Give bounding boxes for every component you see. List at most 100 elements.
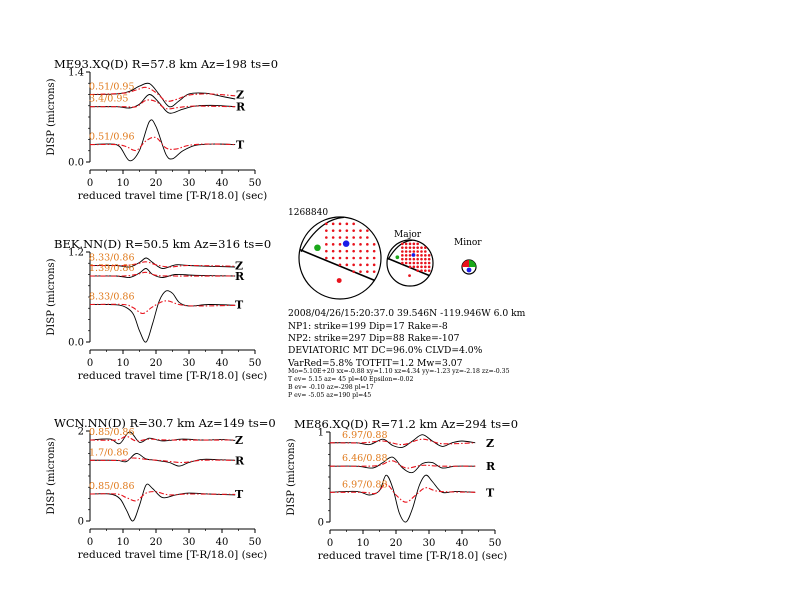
polarity-dot xyxy=(412,265,416,269)
y-tick-label: 1 xyxy=(318,428,324,439)
polarity-dot xyxy=(372,243,376,246)
polarity-dot xyxy=(420,265,423,269)
trace-t: 6.97/0.88 T xyxy=(329,474,495,523)
polarity-dot xyxy=(408,265,412,269)
polarity-dot xyxy=(416,265,419,269)
origin-line: 2008/04/26/15:20:37.0 39.546N -119.946W … xyxy=(288,308,526,319)
polarity-dot xyxy=(331,222,335,226)
t-axis-dot xyxy=(342,240,350,247)
trace-t: 0.85/0.86 T xyxy=(89,481,244,522)
polarity-dot xyxy=(420,254,423,257)
beachballs xyxy=(298,216,477,300)
observed-waveform xyxy=(89,119,236,162)
polarity-dot xyxy=(359,263,362,267)
x-tick-label: 50 xyxy=(489,538,502,549)
component-label: R xyxy=(236,101,246,114)
polarity-dot xyxy=(416,254,419,257)
fit-label: 0.85/0.86 xyxy=(89,481,135,492)
x-axis-label: reduced travel time [T-R/18.0] (sec) xyxy=(318,550,508,562)
t-axis-dot xyxy=(411,253,416,257)
polarity-dot xyxy=(416,250,419,253)
beachball-major xyxy=(386,239,434,287)
nodal-plane-2 xyxy=(387,239,413,260)
x-tick-label: 40 xyxy=(216,178,229,189)
nodal-plane-2 xyxy=(300,216,345,253)
polarity-dot xyxy=(345,222,349,226)
polarity-dot xyxy=(359,256,362,260)
b-axis-dot xyxy=(314,244,321,252)
polarity-dot xyxy=(331,229,335,232)
x-tick-label: 10 xyxy=(357,538,370,549)
y-axis-label: DISP (microns) xyxy=(286,438,297,515)
polarity-dot xyxy=(372,263,376,267)
polarity-dot xyxy=(408,242,412,246)
np1-line: NP1: strike=199 Dip=17 Rake=-8 xyxy=(288,321,448,332)
x-tick-label: 40 xyxy=(216,358,229,369)
fit-label: 8.33/0.86 xyxy=(89,292,135,303)
polarity-dot xyxy=(412,246,416,249)
polarity-dot xyxy=(338,229,342,232)
polarity-dot xyxy=(408,254,412,257)
x-tick-label: 50 xyxy=(249,537,262,548)
polarity-dot xyxy=(427,261,431,265)
polarity-dot xyxy=(366,263,369,267)
polarity-dot xyxy=(352,243,355,246)
polarity-dot xyxy=(424,250,427,253)
beachball-full xyxy=(298,216,382,300)
synthetic-waveform xyxy=(89,136,236,152)
component-label: Z xyxy=(236,89,244,102)
deviatoric-line: DEVIATORIC MT DC=96.0% CLVD=4.0% xyxy=(288,345,483,356)
x-tick-label: 40 xyxy=(456,538,469,549)
polarity-dot xyxy=(366,229,369,232)
polarity-dot xyxy=(401,257,404,261)
polarity-dot xyxy=(352,263,355,267)
polarity-dot xyxy=(366,243,369,246)
synthetic-waveform xyxy=(89,457,236,464)
polarity-dot xyxy=(359,243,362,246)
synthetic-waveform xyxy=(329,438,476,446)
x-tick-label: 10 xyxy=(117,537,130,548)
fit-label: 1.39/0.86 xyxy=(89,263,135,274)
x-tick-label: 30 xyxy=(183,537,196,548)
nodal-plane-1 xyxy=(387,257,430,277)
trace-z: 8.33/0.86 Z xyxy=(89,253,243,273)
polarity-dot xyxy=(352,222,355,226)
synthetic-waveform xyxy=(329,483,476,503)
polarity-dot xyxy=(420,250,423,253)
panel-bek: BEK.NN(D) R=50.5 km Az=316 ts=0 0.0 1.2 0 10… xyxy=(46,237,271,382)
y-tick-label: 1.2 xyxy=(68,248,84,259)
t-axis-line: T ev= 5.15 az= 45 pl=40 Epsilon=-0.02 xyxy=(288,376,413,383)
p-axis-dot xyxy=(408,274,411,278)
polarity-dot xyxy=(352,229,355,232)
polarity-dot xyxy=(401,246,404,249)
polarity-dot xyxy=(404,254,408,257)
polarity-dot xyxy=(412,261,416,265)
varred-line: VarRed=5.8% TOTFIT=1.2 Mw=3.07 xyxy=(287,358,463,369)
component-label: R xyxy=(235,270,245,283)
polarity-dot xyxy=(325,229,328,232)
polarity-dot xyxy=(325,243,328,246)
observed-waveform xyxy=(329,456,476,474)
polarity-dot xyxy=(408,246,412,249)
x-tick-label: 0 xyxy=(87,178,93,189)
x-tick-label: 20 xyxy=(150,358,163,369)
x-tick-label: 10 xyxy=(117,178,130,189)
polarity-dot xyxy=(352,256,355,260)
trace-z: 0.85/0.86 Z xyxy=(89,427,243,447)
component-label: R xyxy=(235,454,245,467)
observed-waveform xyxy=(329,474,476,523)
polarity-dot xyxy=(420,261,423,265)
fit-label: 6.97/0.88 xyxy=(342,430,388,441)
x-tick-label: 20 xyxy=(150,178,163,189)
component-label: Z xyxy=(486,437,494,450)
polarity-dot xyxy=(352,249,355,253)
fit-label: 1.7/0.86 xyxy=(89,447,128,458)
x-tick-label: 30 xyxy=(183,358,196,369)
y-tick-label: 0 xyxy=(78,517,84,528)
x-axis-label: reduced travel time [T-R/18.0] (sec) xyxy=(78,549,268,561)
panel-title: BEK.NN(D) R=50.5 km Az=316 ts=0 xyxy=(54,237,271,251)
np2-line: NP2: strike=297 Dip=88 Rake=-107 xyxy=(288,333,460,344)
observed-waveform xyxy=(89,483,236,522)
panel-title: ME93.XQ(D) R=57.8 km Az=198 ts=0 xyxy=(54,57,278,71)
